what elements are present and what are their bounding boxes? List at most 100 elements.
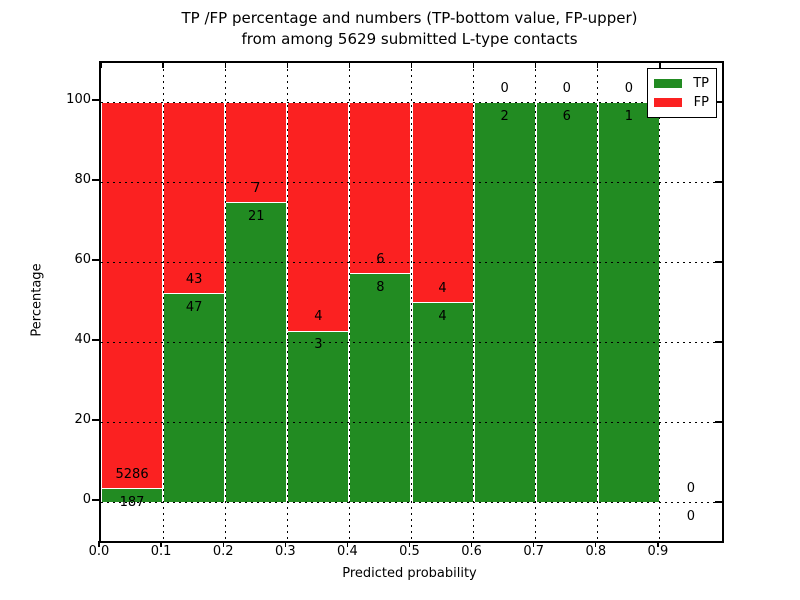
x-tick-label: 0.2 <box>212 544 234 559</box>
chart-title: TP /FP percentage and numbers (TP-bottom… <box>99 8 720 50</box>
y-tick-label: 60 <box>74 252 91 267</box>
x-tick-mark-top <box>224 63 226 68</box>
tp-count-label: 47 <box>185 299 203 315</box>
vertical-gridline <box>411 63 412 541</box>
horizontal-gridline <box>101 261 722 263</box>
x-tick-label: 0.7 <box>523 544 545 559</box>
bar-segment-fp <box>101 102 164 489</box>
x-tick-label: 0.4 <box>337 544 358 559</box>
tp-count-label: 21 <box>247 208 265 224</box>
x-tick-mark-top <box>348 63 351 68</box>
horizontal-gridline <box>101 421 722 423</box>
bar-segment-tp <box>349 273 412 502</box>
y-tick-mark <box>92 259 99 261</box>
x-tick-label: 0.3 <box>274 544 296 559</box>
legend: TP FP <box>647 68 717 118</box>
fp-count-label: 4 <box>314 309 323 325</box>
y-tick-label: 80 <box>74 172 91 187</box>
y-tick-label: 20 <box>74 412 91 427</box>
x-tick-mark-top <box>597 63 599 68</box>
legend-swatch-tp <box>654 79 682 88</box>
y-axis-label: Percentage <box>29 263 45 337</box>
vertical-gridline <box>348 63 350 541</box>
y-tick-mark <box>92 99 99 101</box>
horizontal-gridline <box>101 501 722 503</box>
plot-area: TP FP 5286 187 43 47 7 21 4 3 6 8 4 4 0 2 0 6 0 1 0 0 <box>99 61 724 543</box>
fp-count-label: 43 <box>185 271 203 287</box>
x-tick-mark-top <box>162 63 164 68</box>
x-tick-mark <box>533 541 535 547</box>
fp-count-label: 5286 <box>115 466 149 482</box>
bar-segment-tp <box>473 102 536 502</box>
tp-count-label: 8 <box>376 279 385 295</box>
fp-count-label: 0 <box>686 480 696 496</box>
tp-count-label: 3 <box>314 337 323 353</box>
bar-segment-fp <box>349 102 412 274</box>
legend-label-tp: TP <box>693 76 709 91</box>
bar-segment-tp <box>535 102 598 502</box>
x-tick-mark <box>657 541 659 547</box>
y-tick-label: 40 <box>74 332 91 347</box>
fp-count-label: 0 <box>624 80 633 96</box>
x-tick-mark-top <box>410 63 413 68</box>
x-tick-label: 0.1 <box>150 544 172 559</box>
fp-count-label: 0 <box>562 80 571 96</box>
y-tick-mark-right <box>715 101 722 103</box>
bar-segment-tp <box>163 293 226 502</box>
bar-segment-tp <box>225 202 288 502</box>
tp-count-label: 187 <box>119 494 145 510</box>
x-tick-mark <box>595 541 597 547</box>
x-tick-mark <box>408 541 411 547</box>
legend-swatch-fp <box>654 98 682 107</box>
bar-segment-tp <box>597 102 660 502</box>
x-tick-mark <box>222 541 224 547</box>
bar-segment-fp <box>225 102 288 202</box>
vertical-gridline <box>659 63 661 541</box>
horizontal-gridline <box>101 341 722 343</box>
y-tick-label: 100 <box>66 92 91 107</box>
bar-segment-tp <box>287 330 350 502</box>
tp-count-label: 4 <box>438 308 447 324</box>
vertical-gridline <box>597 63 599 541</box>
x-tick-mark <box>160 541 162 547</box>
y-tick-mark-right <box>715 261 722 263</box>
y-tick-mark <box>92 179 99 181</box>
x-tick-label: 0.5 <box>399 544 420 559</box>
fp-count-label: 0 <box>500 80 509 96</box>
y-tick-mark-right <box>715 421 722 423</box>
y-tick-label: 0 <box>82 492 91 507</box>
legend-label-fp: FP <box>693 95 709 110</box>
vertical-gridline <box>473 63 475 541</box>
tp-count-label: 1 <box>624 108 633 124</box>
x-tick-mark-top <box>100 63 102 68</box>
x-tick-mark <box>284 541 286 547</box>
x-tick-mark-top <box>472 63 475 68</box>
x-tick-label: 0.9 <box>647 544 669 559</box>
y-tick-mark <box>92 339 99 341</box>
bar-segment-fp <box>163 102 226 294</box>
chart-title-line2: from among 5629 submitted L-type contact… <box>241 30 578 48</box>
horizontal-gridline <box>101 101 722 103</box>
x-tick-label: 0.6 <box>461 544 482 559</box>
tp-count-label: 0 <box>686 508 696 524</box>
x-tick-mark <box>346 541 349 547</box>
tp-count-label: 2 <box>500 108 509 124</box>
x-tick-label: 0.8 <box>585 544 607 559</box>
vertical-gridline <box>162 63 164 541</box>
fp-count-label: 6 <box>376 251 385 267</box>
tp-count-label: 6 <box>562 108 571 124</box>
y-tick-mark <box>92 499 99 501</box>
x-tick-mark-top <box>286 63 288 68</box>
x-tick-label: 0.0 <box>88 544 110 559</box>
fp-count-label: 7 <box>252 180 261 196</box>
fp-count-label: 4 <box>438 280 447 296</box>
bar-segment-tp <box>411 302 474 502</box>
vertical-gridline <box>286 63 288 541</box>
y-tick-mark-right <box>715 341 722 343</box>
legend-item: TP <box>654 74 709 93</box>
bar-segment-fp <box>287 102 350 331</box>
y-tick-mark-right <box>715 181 722 183</box>
bar-segment-fp <box>411 102 474 302</box>
vertical-gridline <box>224 63 226 541</box>
